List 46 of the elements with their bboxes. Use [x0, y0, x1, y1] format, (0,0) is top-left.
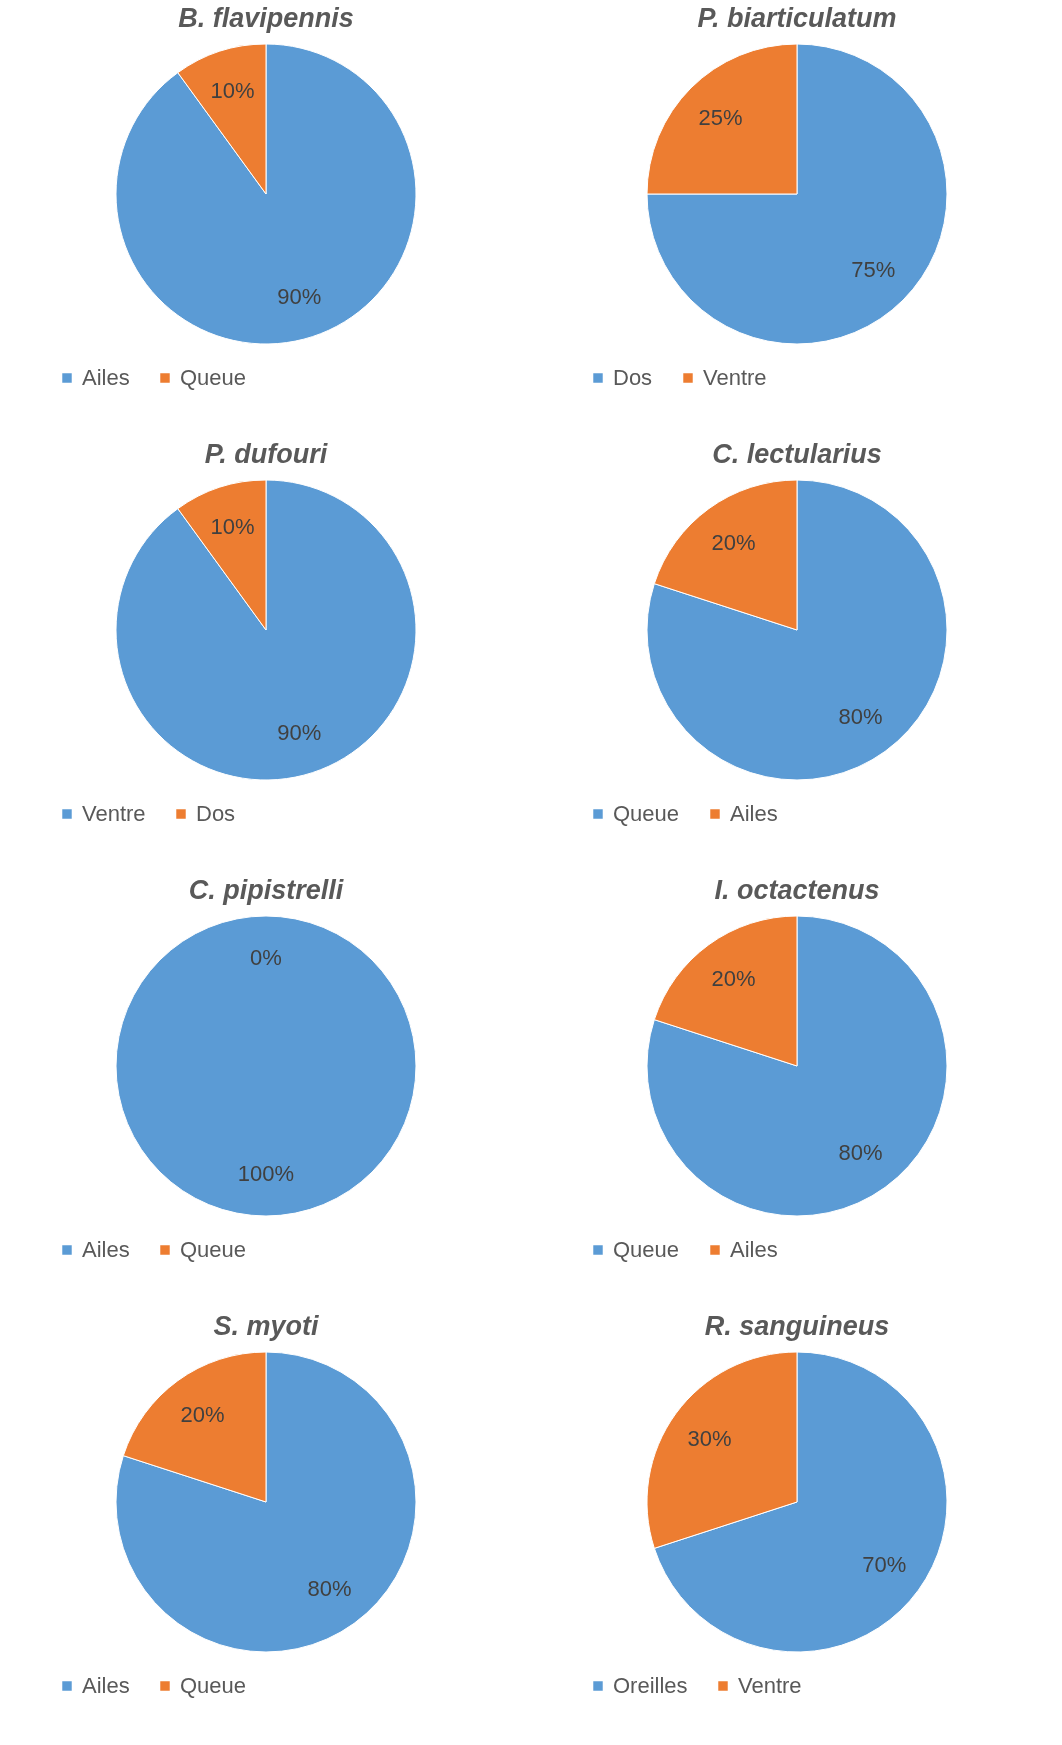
data-label: 80% — [837, 704, 882, 730]
data-label: 10% — [210, 78, 255, 104]
legend-label: Ailes — [729, 801, 778, 826]
legend-label: Queue — [612, 801, 679, 826]
legend-label: Ailes — [729, 1237, 778, 1262]
pie-slice — [115, 479, 416, 781]
legend-label: Queue — [612, 1237, 679, 1262]
chart-title: S. myoti — [212, 1311, 319, 1341]
text: 0% — [249, 945, 282, 970]
data-label: 80% — [837, 1140, 882, 1166]
chart-title: R. sanguineus — [704, 1311, 889, 1341]
data-label: 20% — [180, 1401, 225, 1427]
chart-title: I. octactenus — [713, 875, 880, 905]
chart-title: P. biarticulatum — [696, 3, 897, 33]
pie-slice — [115, 1351, 416, 1653]
data-label: 20% — [711, 529, 756, 555]
data-label: 25% — [698, 104, 743, 130]
chart-title: B. flavipennis — [177, 3, 354, 33]
data-label: 90% — [276, 719, 321, 745]
chart-title: C. pipistrelli — [188, 875, 344, 905]
data-label: 100% — [237, 1161, 294, 1186]
data-label: 10% — [210, 514, 255, 540]
legend-label: Oreilles — [612, 1673, 688, 1698]
legend-label: Queue — [179, 1237, 246, 1262]
legend-label: Queue — [179, 365, 246, 390]
chart-title: P. dufouri — [204, 439, 328, 469]
legend-label: Queue — [179, 1673, 246, 1698]
data-label: 90% — [276, 283, 321, 309]
data-label: 70% — [861, 1552, 906, 1578]
pie-slice — [646, 915, 947, 1217]
legend-label: Dos — [195, 801, 235, 826]
pie-slice — [646, 43, 947, 345]
pie-slice — [115, 43, 416, 345]
legend-label: Ventre — [702, 365, 767, 390]
data-label: 75% — [850, 257, 895, 283]
legend-label: Ailes — [81, 1673, 130, 1698]
pie-slice — [646, 479, 947, 781]
legend-label: Ailes — [81, 1237, 130, 1262]
legend-label: Ventre — [737, 1673, 802, 1698]
legend-label: Ailes — [81, 365, 130, 390]
data-label: 20% — [711, 965, 756, 991]
data-label: 80% — [306, 1576, 351, 1602]
chart-title: C. lectularius — [711, 439, 882, 469]
data-label: 30% — [687, 1425, 732, 1451]
legend-label: Ventre — [81, 801, 146, 826]
legend-label: Dos — [612, 365, 652, 390]
